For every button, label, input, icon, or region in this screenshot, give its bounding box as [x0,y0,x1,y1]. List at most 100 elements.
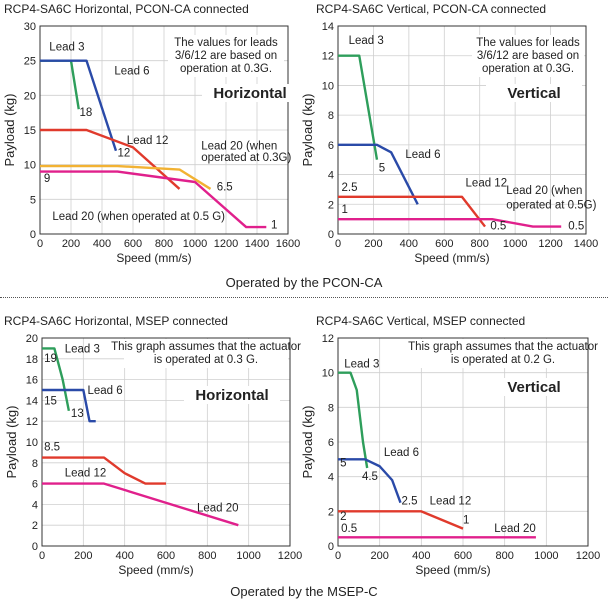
x-tick-label: 1200 [278,550,302,562]
series-line-lead-6 [338,143,419,205]
annotation-label: 4.5 [362,471,378,483]
note-background [420,339,586,368]
annotation-label: 5 [340,457,346,469]
annotation-label: 0.5 [490,221,506,233]
x-tick-label: 200 [364,238,382,250]
y-tick-label: 10 [322,368,334,380]
annotation-label: 13 [71,408,84,420]
tag-background [486,378,582,396]
note-text: operation at 0.3G. [180,63,272,75]
x-tick-label: 1000 [183,238,207,250]
y-axis-label: Payload (kg) [2,94,17,167]
annotation-label: operated at 0.5G) [506,200,596,212]
y-tick-label: 2 [328,199,334,211]
orientation-tag: Vertical [507,379,560,396]
annotation-label: Lead 20 (when operated at 0.5 G) [52,211,225,223]
series-line-lead-3 [40,59,80,110]
note-text: is operated at 0.3 G. [154,354,258,366]
orientation-tag: Horizontal [213,85,286,102]
x-tick-label: 1000 [503,238,527,250]
chart-title: RCP4-SA6C Horizontal, PCON-CA connected [4,2,249,16]
note-text: 3/6/12 are based on [175,50,277,62]
annotation-label: 1 [271,219,277,231]
y-tick-label: 18 [26,354,38,366]
y-tick-label: 14 [26,395,38,407]
y-tick-label: 10 [26,437,38,449]
note-text: operation at 0.3G. [482,63,574,75]
note-text: is operated at 0.2 G. [451,354,555,366]
x-tick-label: 1200 [538,238,562,250]
y-tick-label: 6 [32,479,38,491]
annotation-label: 2 [340,511,346,523]
annotation-label: 5 [379,163,385,175]
x-tick-label: 600 [454,550,472,562]
y-tick-label: 5 [30,194,36,206]
caption-msep: Operated by the MSEP-C [230,584,377,599]
series-line-lead-20 [42,482,239,527]
x-tick-label: 200 [370,550,388,562]
annotation-label: 12 [118,147,131,159]
series-line-lead-12 [42,456,166,485]
annotation-label: 18 [80,107,93,119]
y-tick-label: 30 [24,21,36,33]
annotation-label: 8.5 [44,441,60,453]
y-axis-label: Payload (kg) [4,406,19,479]
orientation-tag: Vertical [507,85,560,102]
x-tick-label: 1200 [576,550,600,562]
series-line-lead-3 [42,347,71,412]
y-tick-label: 8 [328,402,334,414]
y-tick-label: 0 [328,229,334,241]
tag-background [184,386,280,404]
chart-panel-horizontal-pcon: RCP4-SA6C Horizontal, PCON-CA connected 0… [2,2,300,265]
y-tick-label: 6 [328,437,334,449]
annotation-label: 1 [342,204,348,216]
y-tick-label: 4 [32,499,38,511]
annotation-label: Lead 12 [65,467,107,479]
section-divider [0,297,608,298]
note-text: This graph assumes that the actuator [408,341,598,353]
annotation-label: Lead 3 [65,344,100,356]
annotation-label: 15 [44,396,57,408]
x-tick-label: 800 [198,550,216,562]
y-tick-label: 14 [322,21,334,33]
annotation-label: Lead 3 [349,35,384,47]
annotation-label: Lead 20 (when [201,140,277,152]
series-line-lead-6 [42,388,96,423]
x-tick-label: 400 [115,550,133,562]
annotation-label: Lead 12 [430,495,472,507]
x-axis-label: Speed (mm/s) [415,563,490,577]
annotation-label: 1 [463,514,469,526]
plot-area [337,337,589,547]
x-tick-label: 800 [495,550,513,562]
y-tick-label: 8 [32,458,38,470]
y-tick-label: 0 [32,541,38,553]
x-axis-label: Speed (mm/s) [116,251,191,265]
annotation-label: Lead 12 [127,135,169,147]
y-tick-label: 16 [26,375,38,387]
series-line-lead-3 [338,54,379,160]
series-line-lead-20-when-operated-at-0-5g [338,217,562,228]
x-axis-label: Speed (mm/s) [118,563,193,577]
annotation-label: 6.5 [217,181,233,193]
y-tick-label: 2 [328,506,334,518]
y-tick-label: 0 [328,541,334,553]
chart-title: RCP4-SA6C Vertical, PCON-CA connected [316,2,546,16]
annotation-label: Lead 12 [466,177,508,189]
annotation-label: operated at 0.3G) [201,152,291,164]
x-tick-label: 1000 [236,550,260,562]
x-tick-label: 200 [62,238,80,250]
note-background [168,35,284,77]
plot-area [337,25,587,235]
note-background [472,35,584,77]
x-tick-label: 0 [39,550,45,562]
x-tick-label: 1400 [245,238,269,250]
series-line-lead-20-when-operated-at-0-5-g [40,170,267,229]
y-tick-label: 12 [26,416,38,428]
y-tick-label: 20 [26,333,38,345]
x-tick-label: 400 [93,238,111,250]
x-tick-label: 400 [400,238,418,250]
y-tick-label: 10 [322,80,334,92]
orientation-tag: Horizontal [195,387,268,404]
series-line-lead-3 [338,371,369,469]
